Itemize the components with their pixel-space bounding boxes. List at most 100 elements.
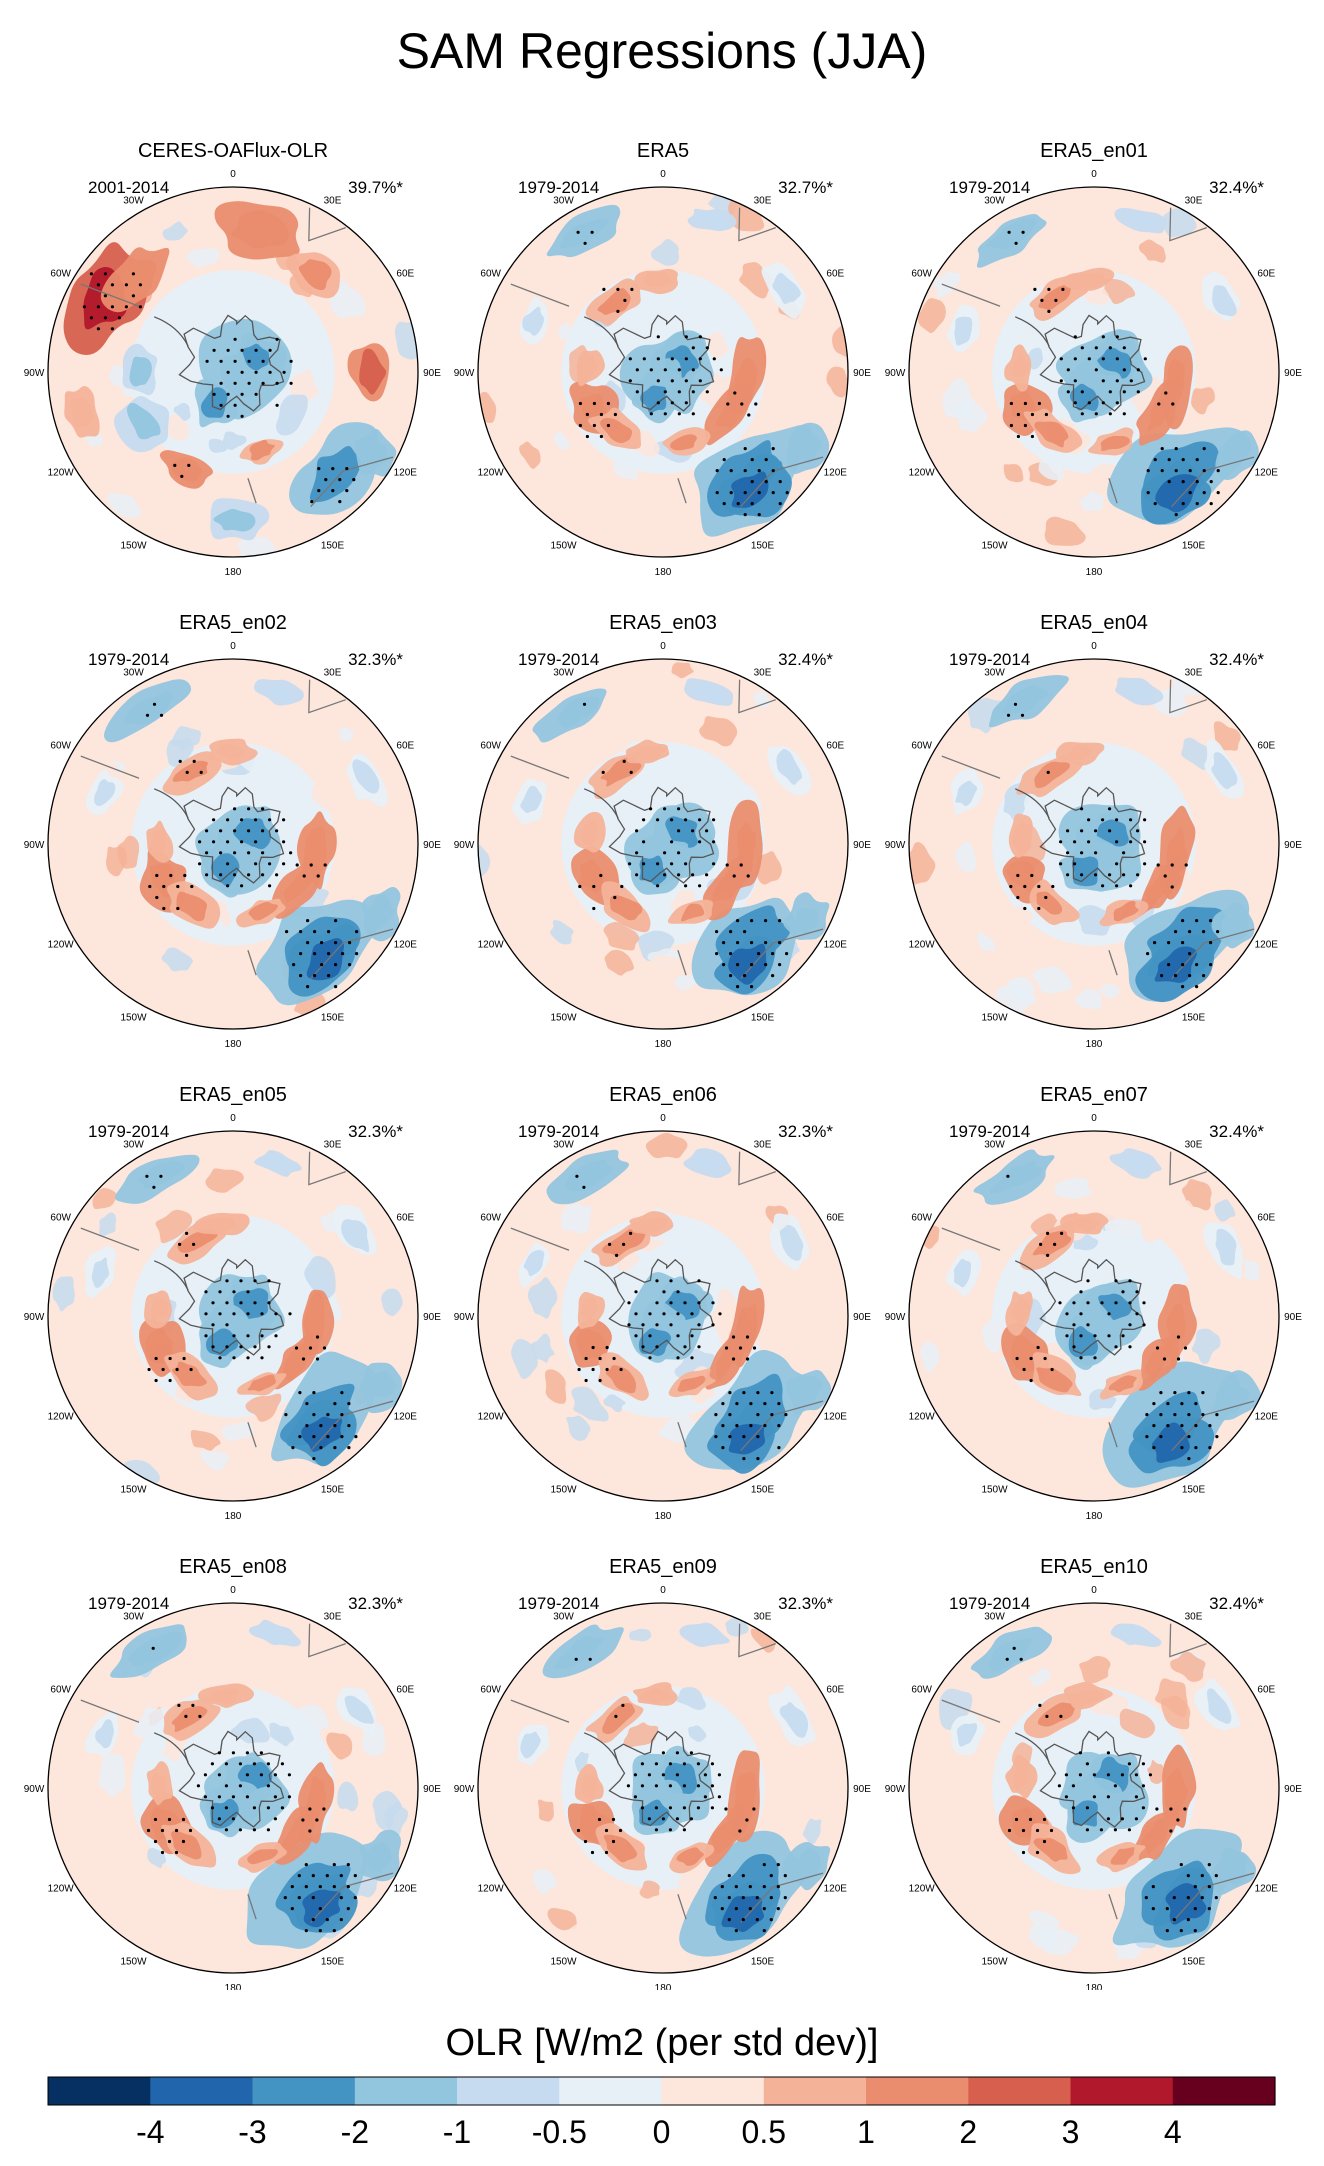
anomaly-patch <box>1191 387 1215 415</box>
anomaly-core <box>262 1155 292 1171</box>
significance-dot <box>633 1795 638 1799</box>
anomaly-core <box>149 1772 166 1796</box>
significance-dot <box>110 305 114 309</box>
significance-dot <box>210 1806 214 1810</box>
significance-dot <box>1030 412 1034 417</box>
significance-dot <box>740 402 744 406</box>
significance-dot <box>620 884 624 889</box>
anomaly-core <box>1119 1626 1149 1642</box>
significance-dot <box>1078 1773 1082 1777</box>
significance-dot <box>734 1907 738 1911</box>
significance-dot <box>640 1762 645 1766</box>
significance-dot <box>736 963 740 967</box>
significance-dot <box>778 919 782 923</box>
colorbar-title: OLR [W/m2 (per std dev)] <box>445 2022 879 2064</box>
significance-dot <box>289 381 293 385</box>
significance-dot <box>611 1839 616 1844</box>
significance-dot <box>1181 941 1185 945</box>
anomaly-patch <box>1130 756 1154 779</box>
colorbar-swatch <box>559 2077 663 2105</box>
significance-dot <box>722 458 726 462</box>
africa-coastline <box>738 1151 776 1186</box>
significance-dot <box>290 1885 294 1889</box>
longitude-label: 30W <box>123 1612 144 1623</box>
peninsula-coastline <box>1014 316 1050 347</box>
significance-dot <box>1174 974 1178 978</box>
significance-dot <box>756 1413 760 1417</box>
panel-variance: 32.4%* <box>778 650 833 669</box>
significance-dot <box>1215 1435 1219 1439</box>
significance-dot <box>312 1413 316 1417</box>
significance-dot <box>218 1356 222 1360</box>
significance-dot <box>1061 287 1065 291</box>
anomaly-core <box>728 1423 766 1455</box>
significance-dot <box>1146 952 1150 956</box>
panel-title: ERA5_en04 <box>1040 612 1148 634</box>
significance-dot <box>592 423 597 428</box>
anomaly-patch <box>1228 1795 1253 1830</box>
peninsula-coastline <box>1014 1260 1050 1291</box>
anomaly-patch <box>707 331 730 359</box>
anomaly-core <box>171 1830 202 1860</box>
anomaly-core <box>1033 1837 1068 1862</box>
longitude-label: 0 <box>1091 169 1097 180</box>
significance-dot <box>103 316 107 320</box>
significance-dot <box>226 392 230 396</box>
significance-dot <box>254 840 258 844</box>
longitude-label: 30W <box>984 196 1005 207</box>
significance-dot <box>1019 1657 1023 1661</box>
significance-dot <box>1115 818 1119 822</box>
significance-dot <box>1136 829 1140 833</box>
significance-dot <box>1086 1301 1090 1305</box>
significance-dot <box>1179 1929 1183 1933</box>
longitude-label: 90W <box>885 840 906 851</box>
significance-dot <box>331 489 335 493</box>
anomaly-patch <box>500 1771 520 1804</box>
significance-dot <box>619 1367 623 1372</box>
anomaly-patch <box>671 662 694 679</box>
map-boundary <box>477 186 849 558</box>
significance-dot <box>738 1829 742 1833</box>
map-boundary <box>908 1130 1280 1502</box>
significance-dot <box>266 1784 270 1788</box>
anomaly-patch <box>253 1816 286 1848</box>
anomaly-patch <box>527 1277 558 1319</box>
significance-dot <box>267 1345 271 1349</box>
anomaly-core <box>129 356 152 387</box>
panel-period: 1979-2014 <box>88 650 169 669</box>
significance-dot <box>717 1773 722 1777</box>
anomaly-core <box>1068 1326 1098 1358</box>
significance-dot <box>1060 1231 1064 1235</box>
significance-dot <box>299 952 303 956</box>
significance-dot <box>1195 963 1199 967</box>
anomaly-patch <box>1029 1925 1056 1949</box>
map-boundary <box>477 658 849 1030</box>
significance-dot <box>204 1312 208 1316</box>
longitude-label: 0 <box>230 1113 236 1124</box>
significance-dot <box>1188 974 1192 978</box>
significance-dot <box>1195 502 1199 506</box>
significance-dot <box>1153 941 1157 945</box>
significance-dot <box>211 1301 215 1305</box>
significance-dot <box>769 1896 773 1900</box>
significance-dot <box>317 467 321 471</box>
anomaly-core <box>352 759 380 794</box>
panel-variance: 32.4%* <box>1209 1594 1264 1613</box>
longitude-label: 150E <box>1182 1012 1206 1023</box>
anomaly-core <box>953 1259 971 1288</box>
anomaly-patch <box>1155 1678 1188 1718</box>
panel-period: 1979-2014 <box>949 1594 1030 1613</box>
significance-dot <box>338 478 342 482</box>
anomaly-core <box>1068 1216 1102 1232</box>
longitude-label: 150W <box>550 1012 577 1023</box>
significance-dot <box>764 480 768 484</box>
anomaly-core <box>1165 1883 1207 1925</box>
anomaly-core <box>1013 1764 1029 1791</box>
significance-dot <box>762 1885 766 1889</box>
significance-dot <box>732 874 736 878</box>
significance-dot <box>1114 1345 1118 1349</box>
longitude-label: 30E <box>754 668 772 679</box>
significance-dot <box>308 1346 313 1350</box>
significance-dot <box>1108 346 1112 350</box>
